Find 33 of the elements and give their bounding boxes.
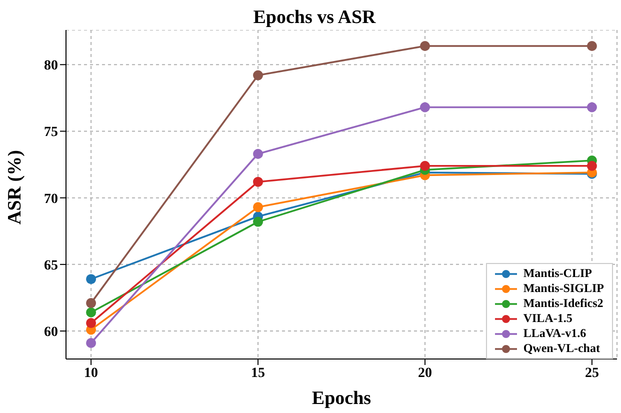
- point: [86, 338, 96, 348]
- legend-label: Qwen-VL-chat: [523, 341, 600, 356]
- chart-title: Epochs vs ASR: [252, 7, 377, 30]
- point: [420, 102, 430, 112]
- y-tick-label: 60: [44, 325, 58, 340]
- legend-label: VILA-1.5: [523, 311, 572, 326]
- point: [86, 307, 96, 318]
- y-tick-label: 80: [44, 58, 58, 74]
- x-tick-label: 10: [84, 366, 98, 381]
- point: [586, 40, 597, 51]
- point: [586, 102, 597, 112]
- point: [586, 160, 597, 171]
- legend-label: LLaVA-v1.6: [523, 326, 586, 341]
- x-tick-label: 15: [251, 366, 266, 381]
- x-tick-label: 25: [584, 366, 599, 381]
- x-axis-title: Epochs: [312, 388, 372, 409]
- point: [420, 40, 430, 51]
- point: [253, 216, 264, 227]
- point: [253, 176, 264, 187]
- legend-label: Mantis-CLIP: [523, 266, 592, 281]
- y-tick-label: 65: [44, 258, 58, 274]
- point: [86, 318, 96, 328]
- point: [420, 160, 430, 171]
- y-tick-label: 70: [44, 192, 58, 207]
- legend-label: Mantis-SIGLIP: [523, 281, 604, 296]
- point: [86, 298, 96, 308]
- point: [86, 274, 96, 284]
- legend-label: Mantis-Idefics2: [523, 296, 604, 311]
- point: [253, 70, 264, 80]
- y-tick-label: 75: [44, 125, 58, 140]
- point: [253, 148, 264, 159]
- point: [253, 202, 264, 212]
- x-tick-label: 20: [418, 366, 432, 381]
